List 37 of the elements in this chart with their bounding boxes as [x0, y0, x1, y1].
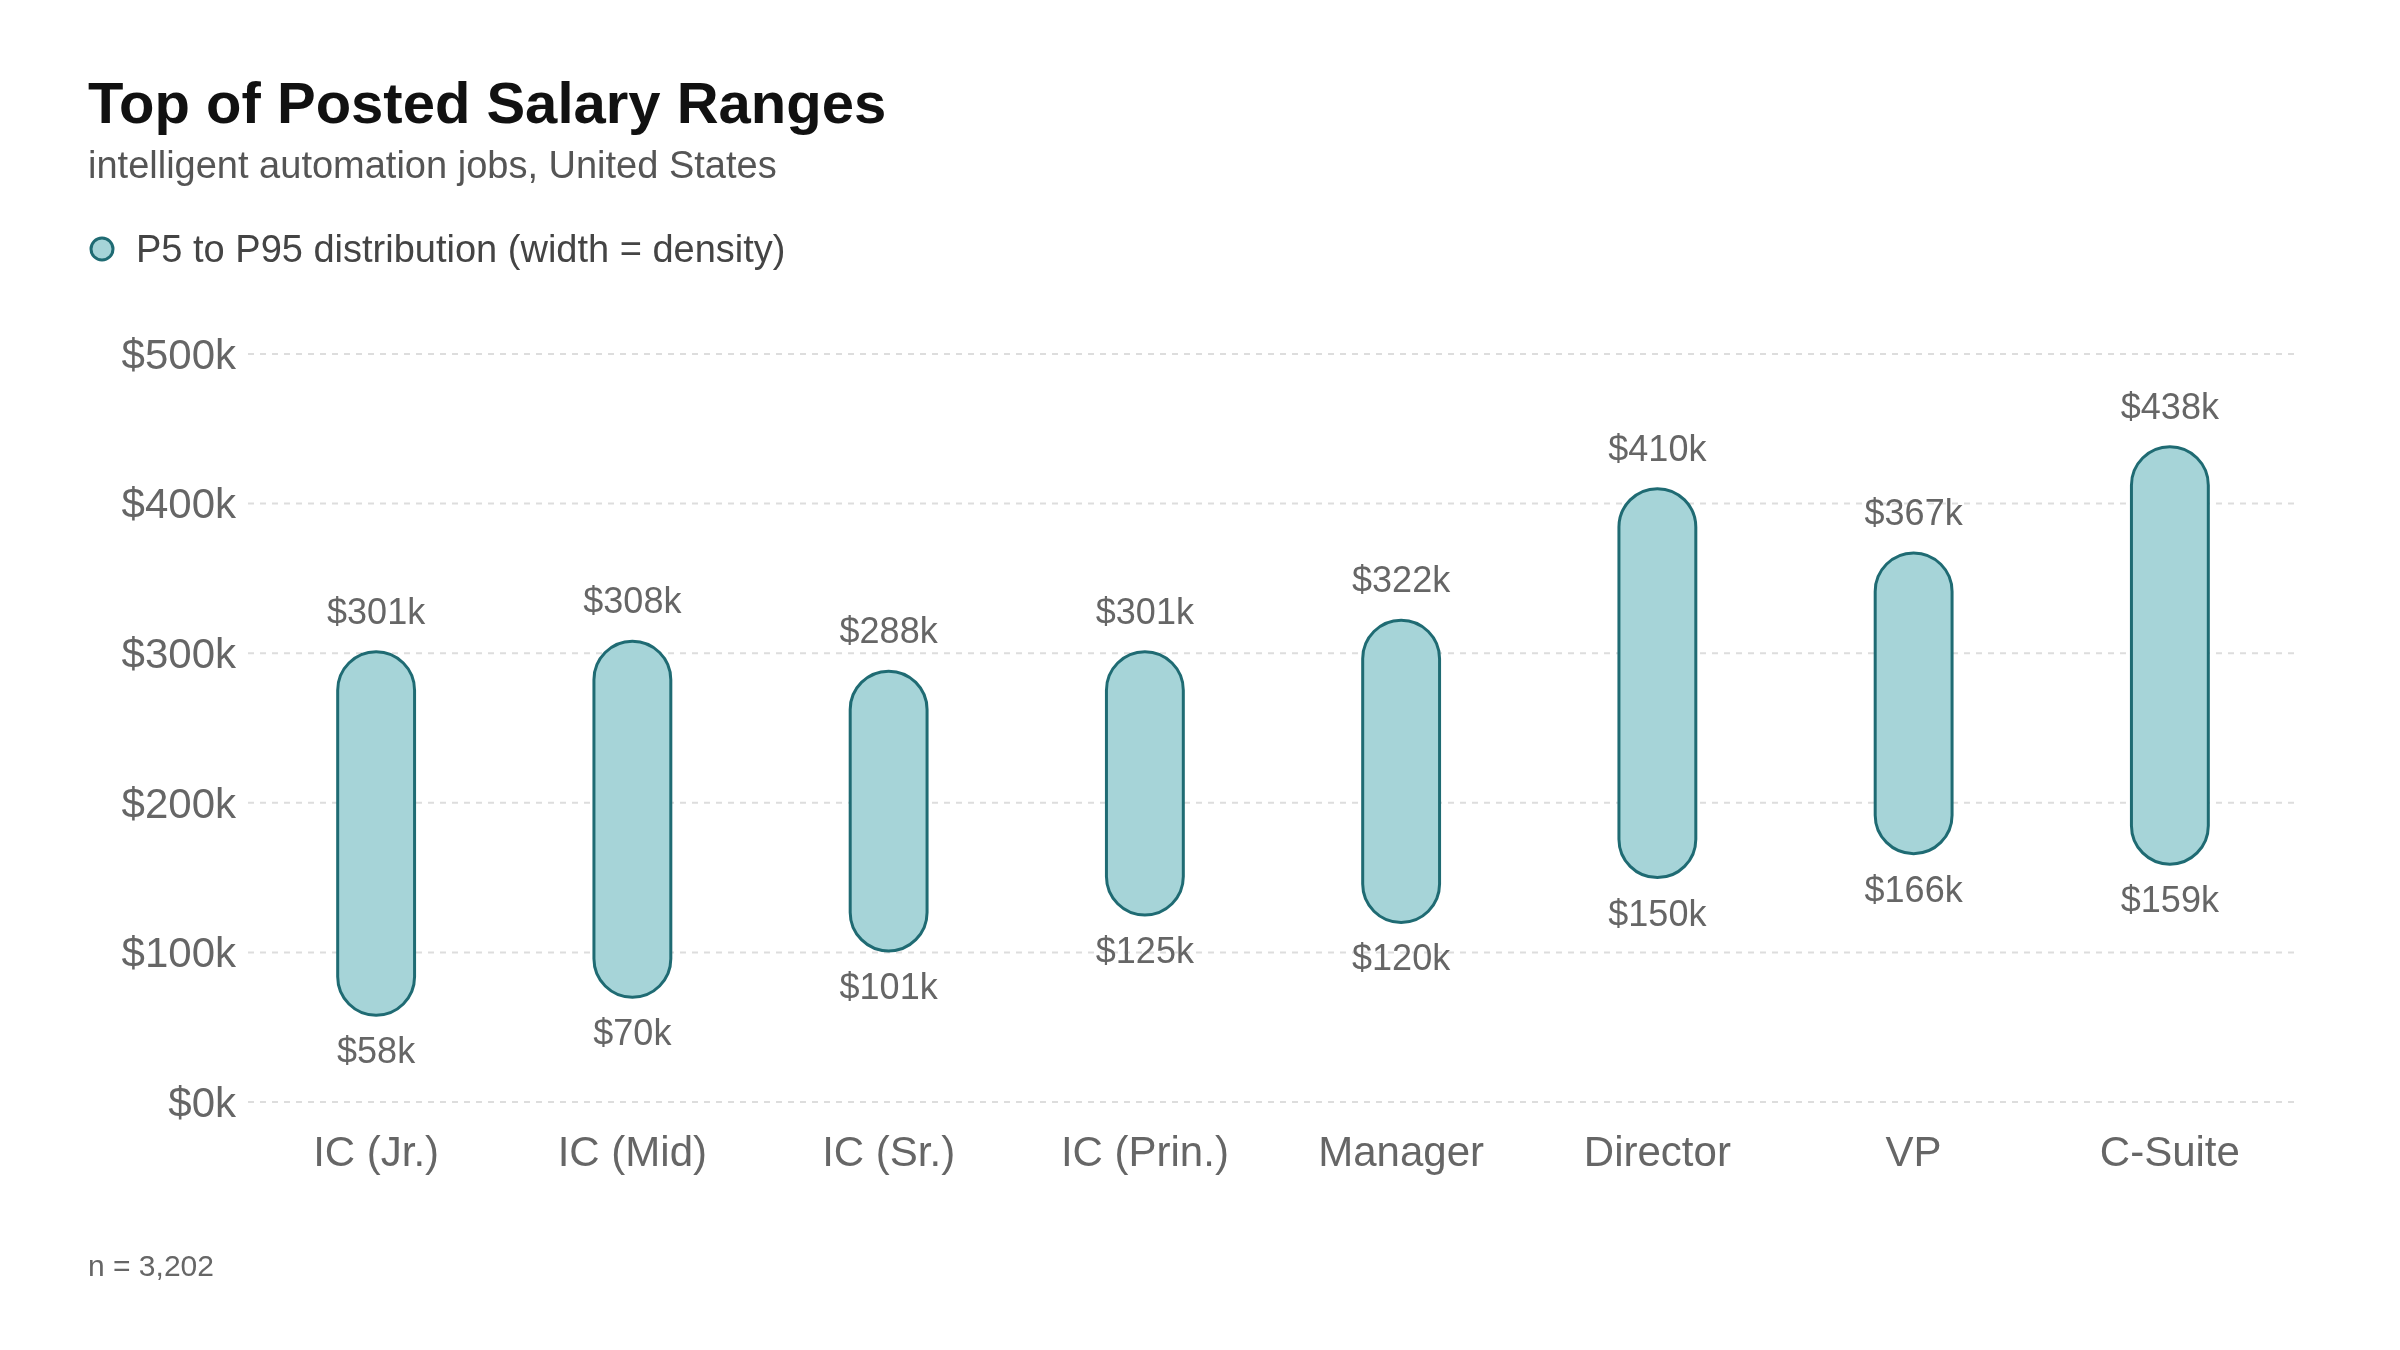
chart-subtitle: intelligent automation jobs, United States: [88, 144, 777, 186]
x-tick-label: Director: [1583, 1127, 1731, 1175]
annotation: $301k: [1095, 590, 1195, 632]
annotation: $410k: [1608, 427, 1708, 469]
x-tick-label: Manager: [1318, 1127, 1485, 1175]
y-tick-label: $300k: [121, 629, 237, 677]
x-tick-label: IC (Prin.): [1060, 1127, 1229, 1175]
x-tick-label: IC (Sr.): [822, 1127, 956, 1175]
x-tick-label: C-Suite: [2099, 1127, 2240, 1175]
y-tick-label: $200k: [121, 779, 237, 827]
annotation: $150k: [1608, 892, 1708, 934]
annotation: $58k: [337, 1030, 417, 1072]
bar: [848, 669, 929, 953]
legend-label: P5 to P95 distribution (width = density): [136, 228, 786, 271]
annotation: $301k: [327, 590, 427, 632]
annotation: $322k: [1352, 559, 1452, 601]
y-tick-label: $500k: [121, 330, 237, 378]
y-tick-label: $400k: [121, 480, 237, 528]
bar: [336, 650, 417, 1017]
text: n = 3,202: [88, 1249, 214, 1282]
annotation: $159k: [2120, 879, 2220, 921]
chart-title: Top of Posted Salary Ranges: [88, 70, 887, 135]
annotation: $166k: [1864, 868, 1964, 910]
annotation: $288k: [839, 610, 939, 652]
x-tick-label: IC (Mid): [557, 1127, 708, 1175]
y-tick-label: $0k: [168, 1078, 237, 1126]
annotation: $438k: [2120, 385, 2220, 427]
annotation: $125k: [1095, 930, 1195, 971]
y-tick-label: $100k: [121, 929, 237, 977]
annotation: $101k: [839, 965, 939, 1007]
annotation: $70k: [593, 1012, 673, 1054]
annotation: $308k: [583, 580, 683, 622]
x-tick-label: VP: [1885, 1127, 1942, 1175]
x-tick-label: IC (Jr.): [313, 1127, 440, 1175]
bar: [1104, 650, 1185, 917]
annotation: $120k: [1352, 937, 1452, 979]
annotation: $367k: [1864, 491, 1964, 533]
